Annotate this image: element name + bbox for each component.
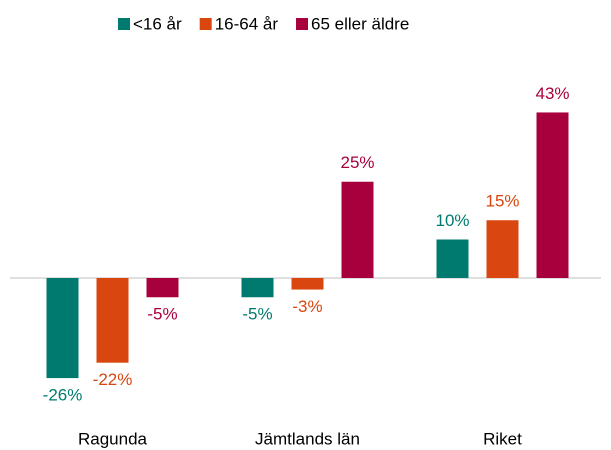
legend-label: <16 år — [133, 14, 182, 33]
legend-swatch — [118, 18, 130, 30]
legend-swatch — [296, 18, 309, 30]
x-tick-label: Jämtlands län — [255, 429, 360, 448]
x-tick-label: Ragunda — [78, 429, 148, 448]
data-label: -3% — [292, 297, 322, 316]
data-label: 10% — [435, 211, 469, 230]
bar — [486, 220, 519, 278]
bar — [341, 181, 374, 278]
data-label: -26% — [43, 386, 83, 405]
legend-label: 65 eller äldre — [311, 14, 409, 33]
data-label: -5% — [242, 305, 272, 324]
bar — [46, 278, 79, 379]
legend-label: 16-64 år — [215, 14, 279, 33]
legend-swatch — [199, 18, 212, 30]
data-label: -5% — [147, 305, 177, 324]
data-label: 15% — [485, 192, 519, 211]
bar — [241, 278, 274, 298]
bar — [436, 239, 469, 278]
bar — [536, 112, 569, 278]
data-label: 43% — [535, 84, 569, 103]
bar — [291, 278, 324, 290]
data-label: 25% — [340, 153, 374, 172]
data-label: -22% — [93, 370, 133, 389]
x-tick-label: Riket — [483, 429, 522, 448]
bar — [146, 278, 179, 298]
bar — [96, 278, 129, 363]
